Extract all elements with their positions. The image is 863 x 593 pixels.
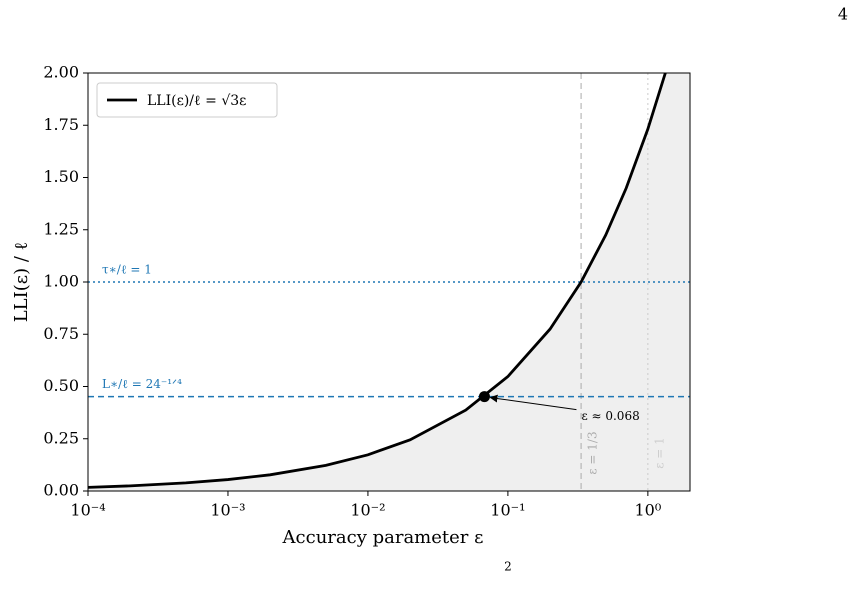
y-tick-label: 1.25: [43, 219, 79, 238]
x-tick-label: 10⁰: [634, 501, 661, 520]
marked-point: [478, 391, 490, 403]
x-tick-label: 10⁻²: [350, 501, 385, 520]
page-number: 4: [838, 5, 848, 24]
horizontal-line-label: L∗/ℓ = 24⁻¹ᐟ⁴: [102, 377, 182, 391]
curve: [88, 73, 667, 489]
y-tick-label: 1.75: [43, 115, 79, 134]
y-tick-label: 1.50: [43, 167, 79, 186]
y-tick-label: 0.75: [43, 324, 79, 343]
x-axis-label: Accuracy parameter ε: [282, 527, 484, 548]
y-tick-label: 0.00: [43, 481, 79, 500]
x-tick-label: 10⁻³: [210, 501, 245, 520]
annotation-label: ε ≈ 0.068: [581, 409, 639, 423]
x-tick-label: 10⁻⁴: [70, 501, 105, 520]
area-fill: [88, 73, 690, 491]
plot-area: [88, 73, 690, 491]
x-tick-label: 10⁻¹: [490, 501, 525, 520]
y-tick-label: 1.00: [43, 272, 79, 291]
y-tick-label: 0.50: [43, 376, 79, 395]
horizontal-line-label: τ∗/ℓ = 1: [102, 263, 152, 277]
legend-label: LLI(ε)/ℓ = √3ε: [147, 93, 246, 109]
y-tick-label: 2.00: [43, 63, 79, 82]
footnote-mark: 2: [504, 560, 512, 574]
y-tick-label: 0.25: [43, 428, 79, 447]
vertical-line-label: ε = 1/3: [586, 431, 600, 474]
annotation-arrow: [489, 394, 577, 411]
y-axis-label: LLI(ε) / ℓ: [11, 242, 32, 323]
legend-box: [96, 82, 278, 118]
vertical-line-label: ε = 1: [652, 437, 666, 469]
